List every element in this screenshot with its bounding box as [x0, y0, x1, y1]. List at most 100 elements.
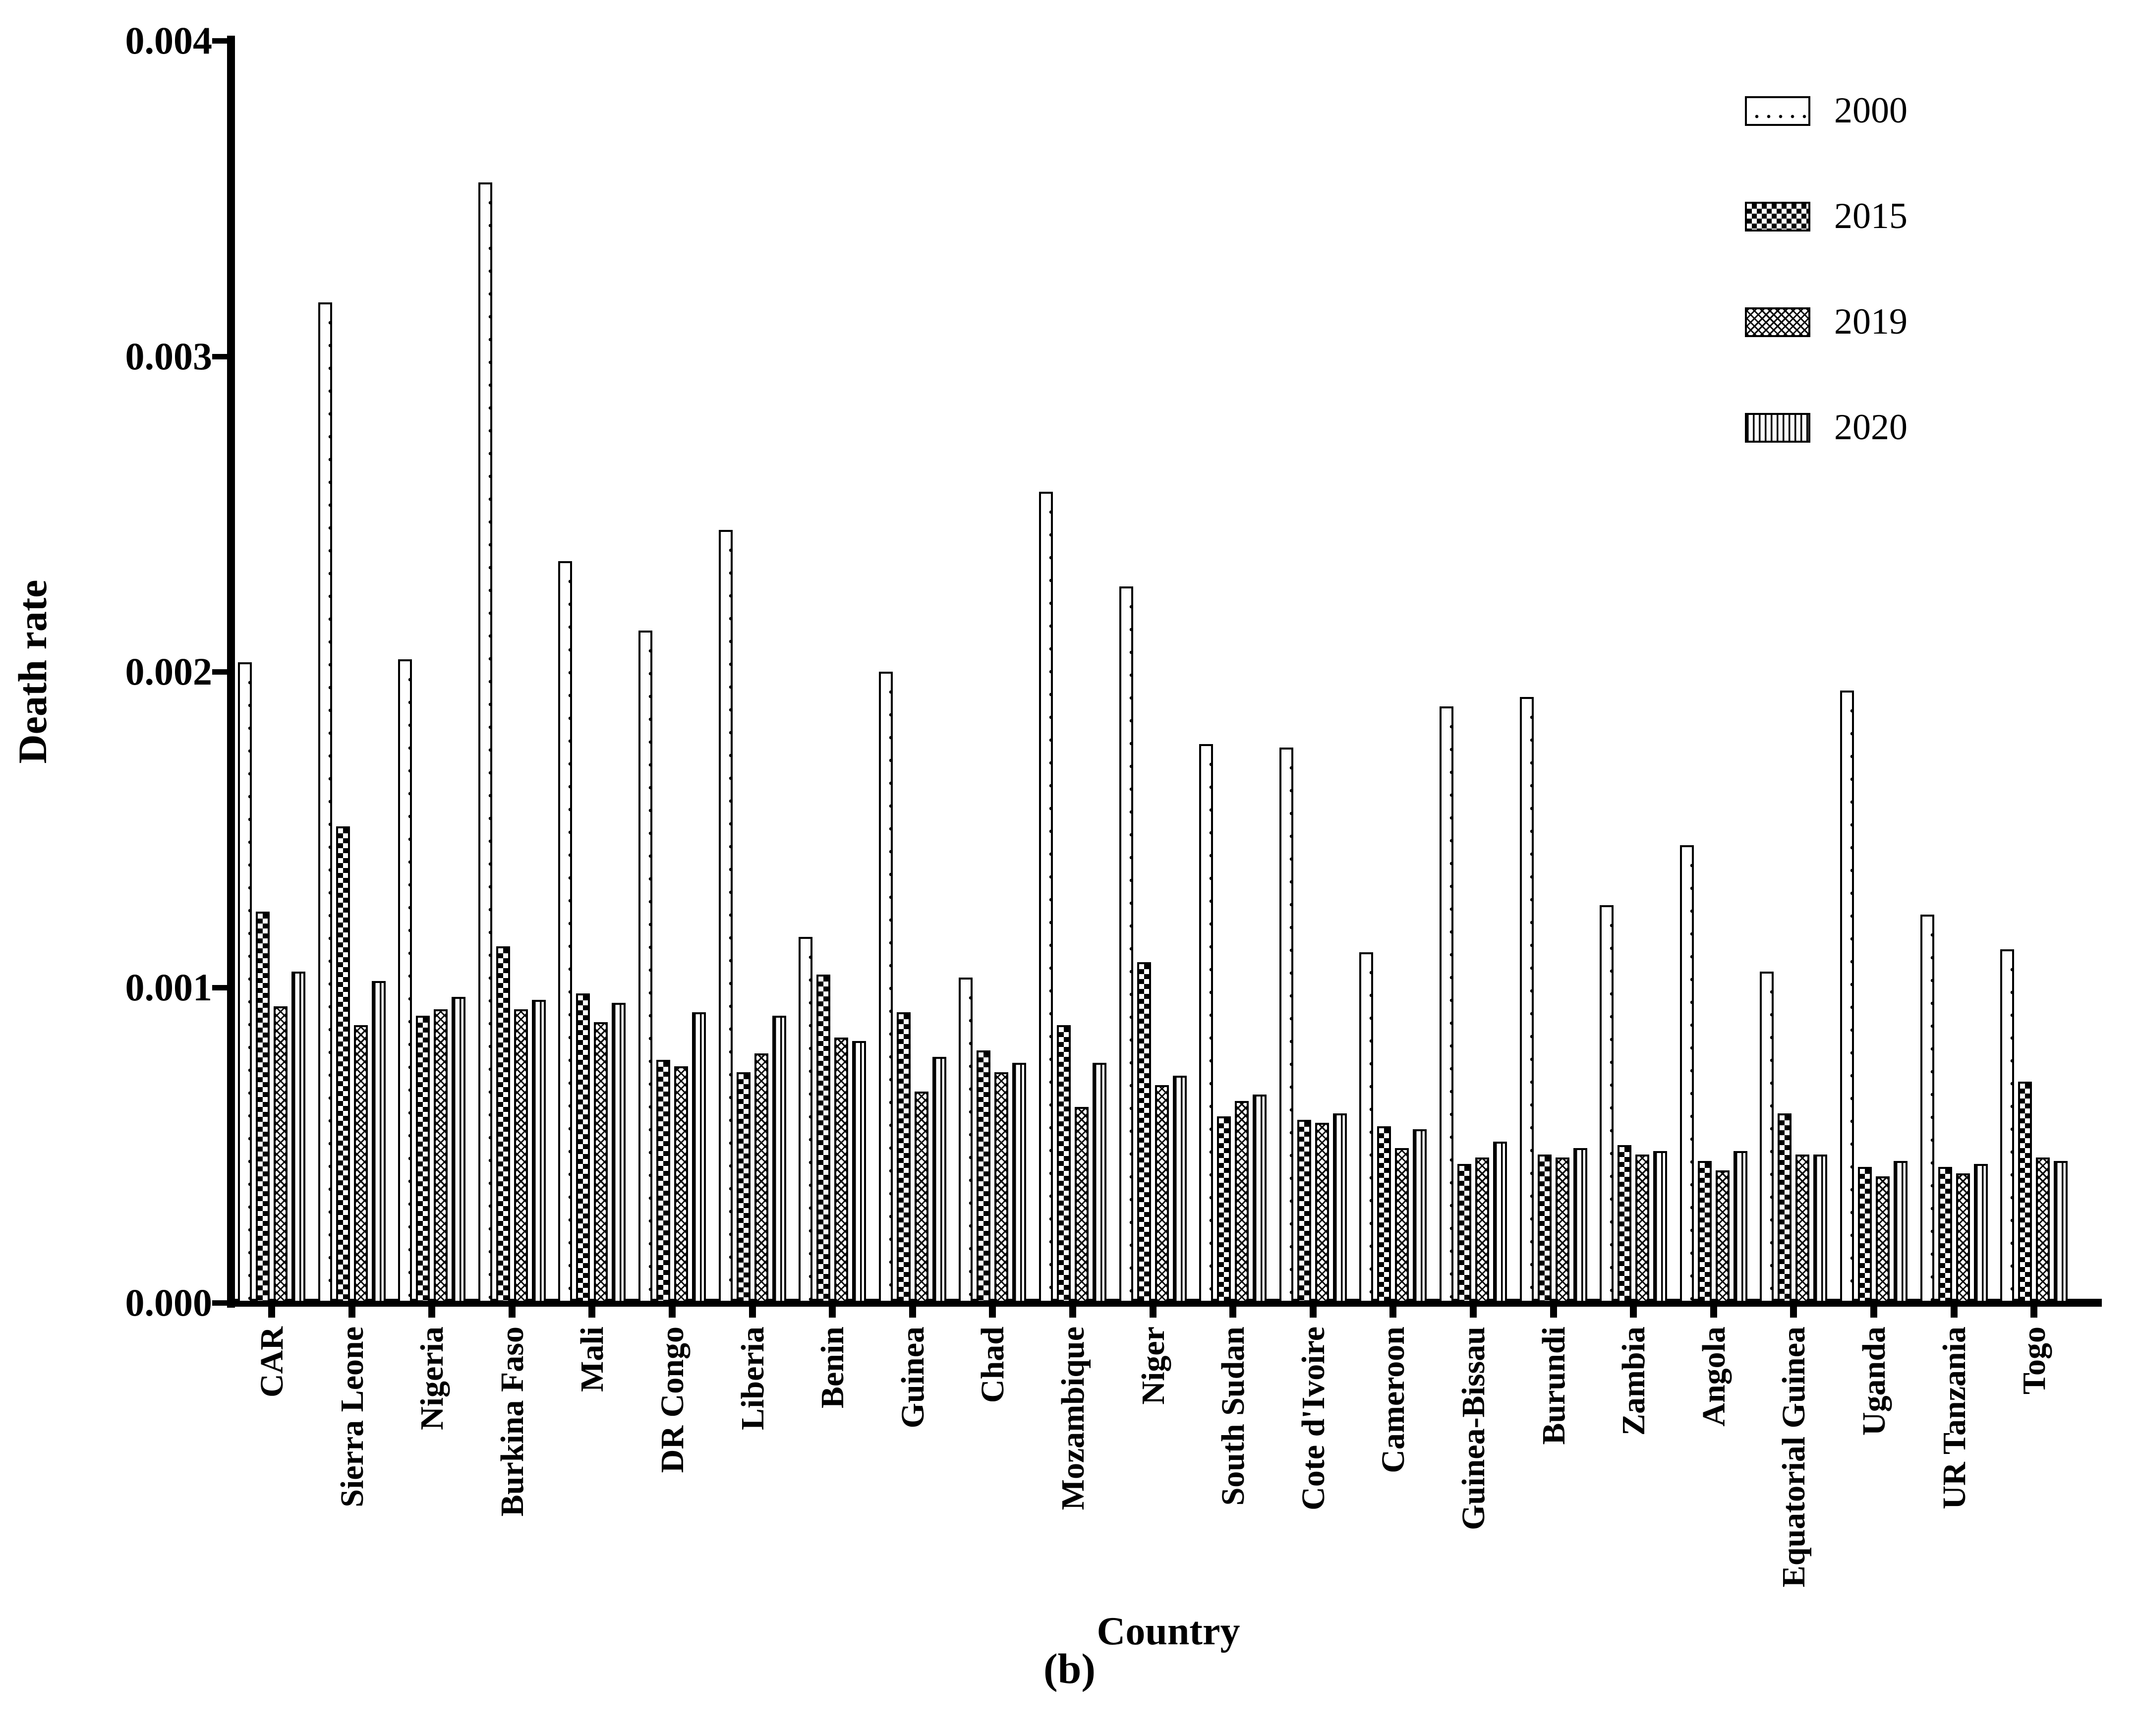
bar [434, 1009, 448, 1303]
bar [1155, 1085, 1169, 1303]
bar [799, 937, 812, 1303]
bar [1920, 915, 1934, 1303]
legend-swatch-2000 [1745, 96, 1810, 126]
x-tick [1389, 1303, 1397, 1318]
x-tick [268, 1303, 275, 1318]
x-tick [1630, 1303, 1637, 1318]
x-axis-category-text: Chad [975, 1327, 1011, 1403]
bar [737, 1072, 751, 1303]
x-tick [1710, 1303, 1717, 1318]
legend-label-2000: 2000 [1834, 90, 1908, 131]
bar [1395, 1148, 1409, 1303]
x-axis-category-label: Zambia [1616, 1327, 1652, 1674]
bar [834, 1038, 848, 1303]
bar [1493, 1142, 1507, 1303]
x-axis-category-label: Burkina Faso [494, 1327, 531, 1674]
x-axis-category-label: CAR [254, 1327, 290, 1674]
x-axis-category-label: Benin [814, 1327, 851, 1674]
x-tick [508, 1303, 516, 1318]
x-tick [348, 1303, 355, 1318]
bar [638, 631, 652, 1303]
bar [1173, 1076, 1187, 1303]
bar [2018, 1082, 2032, 1303]
legend-label-2015: 2015 [1834, 196, 1908, 236]
bar [1520, 697, 1534, 1303]
x-axis-title: Country [1097, 1610, 1240, 1653]
x-axis-category-text: Liberia [734, 1327, 771, 1430]
y-tick-label: 0.000 [125, 1281, 213, 1324]
bar [1039, 492, 1053, 1303]
bar [1938, 1167, 1952, 1303]
x-axis-category-label: Mali [574, 1327, 611, 1674]
bar [1119, 586, 1133, 1303]
bar [1538, 1155, 1552, 1303]
bar [1440, 706, 1453, 1303]
bar [1075, 1107, 1089, 1303]
x-tick [1470, 1303, 1477, 1318]
bar [256, 912, 270, 1303]
bar [1573, 1148, 1587, 1303]
x-tick [588, 1303, 596, 1318]
bar [496, 946, 510, 1303]
bar [416, 1016, 430, 1303]
bar [879, 672, 893, 1303]
x-tick [749, 1303, 756, 1318]
x-tick [1309, 1303, 1317, 1318]
bar [1653, 1151, 1667, 1303]
x-axis-category-text: Sierra Leone [334, 1327, 370, 1507]
x-axis-category-label: Nigeria [414, 1327, 451, 1674]
x-axis-category-label: DR Congo [654, 1327, 691, 1674]
bar [2000, 949, 2014, 1303]
x-axis-category-text: Cameroon [1375, 1327, 1412, 1473]
bar [594, 1022, 608, 1303]
bar [897, 1012, 911, 1303]
x-tick [1790, 1303, 1797, 1318]
x-axis-category-text: Guinea [894, 1327, 931, 1429]
bar [1413, 1129, 1427, 1303]
bar [1894, 1161, 1908, 1303]
bar [1795, 1155, 1809, 1303]
bar [2054, 1161, 2068, 1303]
bar [576, 993, 590, 1303]
figure-caption: (b) [1043, 1645, 1096, 1692]
y-axis-title: Death rate [10, 579, 55, 764]
bar [915, 1092, 928, 1303]
y-tick [212, 353, 228, 359]
bar [656, 1060, 670, 1303]
bar [1716, 1170, 1730, 1303]
bar [1813, 1155, 1827, 1303]
legend-label-2020: 2020 [1834, 407, 1908, 448]
x-axis-category-text: Mozambique [1055, 1327, 1091, 1510]
bar [1253, 1095, 1267, 1303]
x-axis-category-label: Equatorial Guinea [1776, 1327, 1812, 1674]
bar [238, 662, 252, 1303]
legend-swatch-2015 [1745, 202, 1810, 231]
x-axis-category-text: CAR [254, 1327, 290, 1397]
y-tick [212, 1300, 228, 1306]
x-tick [1550, 1303, 1557, 1318]
bar [1012, 1063, 1026, 1303]
bar [1199, 744, 1213, 1303]
x-axis-category-text: Burundi [1535, 1327, 1572, 1445]
y-tick [212, 984, 228, 990]
y-tick-label: 0.001 [125, 965, 213, 1009]
x-axis-category-text: Angola [1695, 1327, 1732, 1427]
bar [1297, 1120, 1311, 1303]
x-axis-category-label: Togo [2016, 1327, 2053, 1674]
bar [1680, 845, 1694, 1303]
bar [1956, 1173, 1970, 1303]
bar [1760, 972, 1774, 1303]
bar [959, 978, 973, 1303]
y-tick [212, 38, 228, 44]
bar [1734, 1151, 1747, 1303]
bar [274, 1006, 288, 1303]
bar [291, 972, 305, 1303]
x-axis-category-label: Sierra Leone [334, 1327, 371, 1674]
bar [1315, 1123, 1329, 1303]
bar [1618, 1145, 1631, 1303]
x-axis-category-label: Uganda [1856, 1327, 1893, 1674]
bar [1333, 1113, 1347, 1303]
bar [1858, 1167, 1872, 1303]
bar [1217, 1116, 1231, 1303]
